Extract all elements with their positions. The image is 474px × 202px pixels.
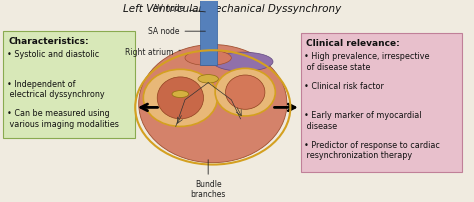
- Ellipse shape: [213, 52, 273, 71]
- Text: • Clinical risk factor: • Clinical risk factor: [304, 82, 384, 91]
- Text: Left Ventricular Mechanical Dyssynchrony: Left Ventricular Mechanical Dyssynchrony: [123, 4, 341, 14]
- FancyBboxPatch shape: [200, 0, 218, 65]
- Text: • High prevalence, irrespective
 of disease state: • High prevalence, irrespective of disea…: [304, 52, 430, 72]
- Circle shape: [172, 91, 189, 98]
- Text: Bundle
branches: Bundle branches: [191, 160, 226, 199]
- Ellipse shape: [139, 44, 287, 163]
- Text: • Predictor of response to cardiac
 resynchronization therapy: • Predictor of response to cardiac resyn…: [304, 141, 440, 160]
- FancyBboxPatch shape: [3, 31, 135, 138]
- Text: SA node: SA node: [148, 27, 205, 36]
- Ellipse shape: [226, 75, 265, 109]
- Text: • Early marker of myocardial
 disease: • Early marker of myocardial disease: [304, 111, 422, 131]
- Text: Characteristics:: Characteristics:: [9, 37, 89, 46]
- FancyBboxPatch shape: [301, 33, 462, 172]
- Ellipse shape: [185, 50, 231, 65]
- Ellipse shape: [215, 68, 275, 116]
- Ellipse shape: [143, 69, 218, 126]
- Circle shape: [198, 75, 219, 83]
- Text: • Systolic and diastolic: • Systolic and diastolic: [7, 50, 99, 59]
- Ellipse shape: [157, 77, 203, 119]
- Text: Right atrium: Right atrium: [125, 48, 181, 57]
- Text: AV node: AV node: [153, 4, 205, 13]
- Text: • Can be measured using
 various imaging modalities: • Can be measured using various imaging …: [7, 109, 118, 129]
- Text: Clinical relevance:: Clinical relevance:: [306, 39, 400, 48]
- Text: • Independent of
 electrical dyssynchrony: • Independent of electrical dyssynchrony: [7, 80, 104, 99]
